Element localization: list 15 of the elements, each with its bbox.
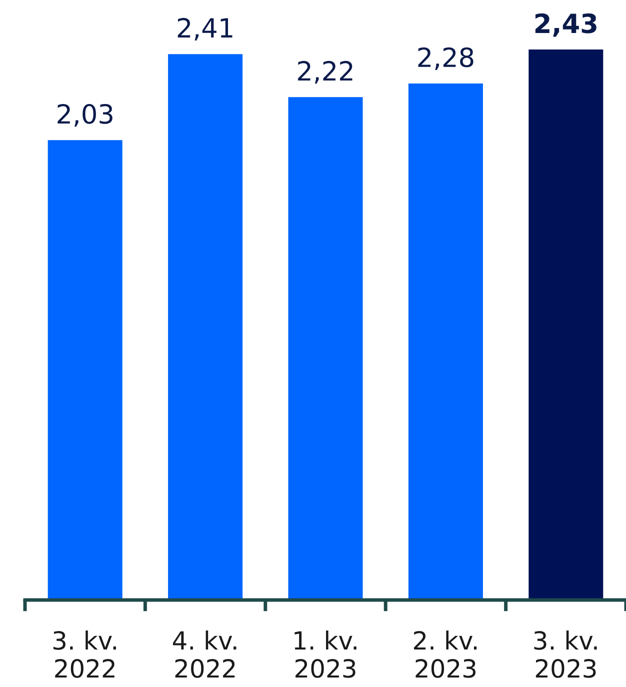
bar (288, 97, 363, 600)
data-label: 2,28 (418, 47, 474, 70)
data-label: 2,22 (298, 60, 352, 84)
bar (168, 54, 243, 600)
x-tick-label: 2. kv. 2023 (414, 630, 477, 678)
bar (48, 140, 122, 600)
x-tick-label: 4. kv. 2022 (172, 630, 236, 678)
bar (528, 50, 604, 600)
data-label: 2,43 (535, 13, 596, 37)
x-tick-label: 3. kv. 2023 (534, 630, 597, 678)
data-label: 2,41 (178, 18, 232, 41)
data-label: 2,03 (58, 104, 112, 127)
x-tick-label: 3. kv. 2022 (53, 630, 116, 678)
bar (408, 84, 483, 600)
x-tick-label: 1. kv. 2023 (294, 630, 356, 678)
